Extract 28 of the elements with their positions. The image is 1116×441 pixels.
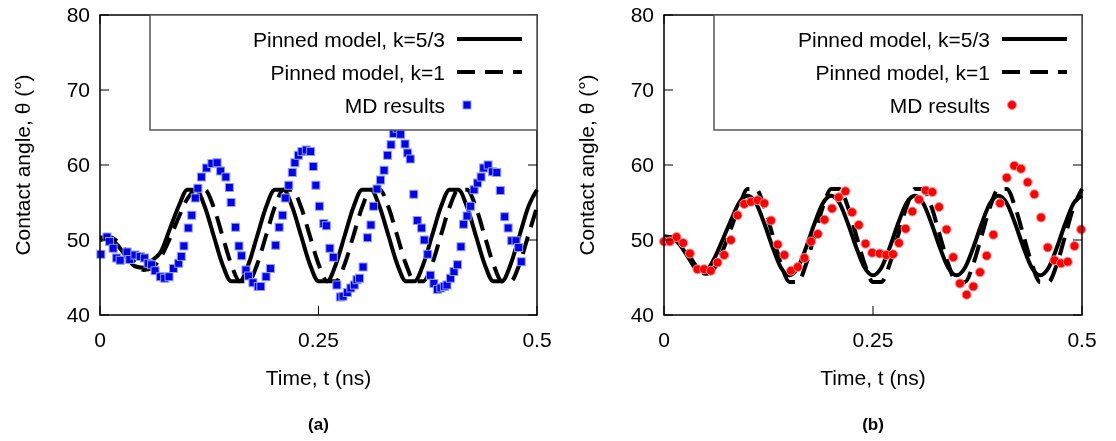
y-tick-label: 80 [66,3,90,26]
y-tick-label: 70 [630,78,654,101]
y-tick-label: 40 [66,303,90,326]
y-axis-title: Contact angle, θ (°) [11,74,34,256]
y-tick-label: 50 [66,228,90,251]
y-tick-label: 70 [66,78,90,101]
x-tick-label: 0.25 [852,328,894,351]
y-axis-title: Contact angle, θ (°) [575,74,598,256]
x-axis-title: Time, t (ns) [820,366,926,389]
y-tick-label: 60 [630,153,654,176]
legend-label: Pinned model, k=1 [815,61,990,84]
y-tick-label: 40 [630,303,654,326]
x-tick-label: 0.5 [522,328,552,351]
legend-label: MD results [889,94,990,117]
text: (b) [862,415,884,434]
x-tick-label: 0 [658,328,670,351]
x-tick-label: 0.25 [298,328,339,351]
x-tick-label: 0.5 [1067,328,1097,351]
y-tick-label: 60 [66,153,90,176]
y-tick-label: 80 [630,3,654,26]
legend-label: Pinned model, k=5/3 [252,28,445,51]
legend-label: Pinned model, k=5/3 [797,28,990,51]
x-axis-title: Time, t (ns) [265,366,372,389]
x-tick-label: 0 [94,328,106,351]
legend-label: Pinned model, k=1 [270,61,445,84]
text: (a) [308,415,329,434]
legend-label: MD results [344,94,445,117]
y-tick-label: 50 [630,228,654,251]
